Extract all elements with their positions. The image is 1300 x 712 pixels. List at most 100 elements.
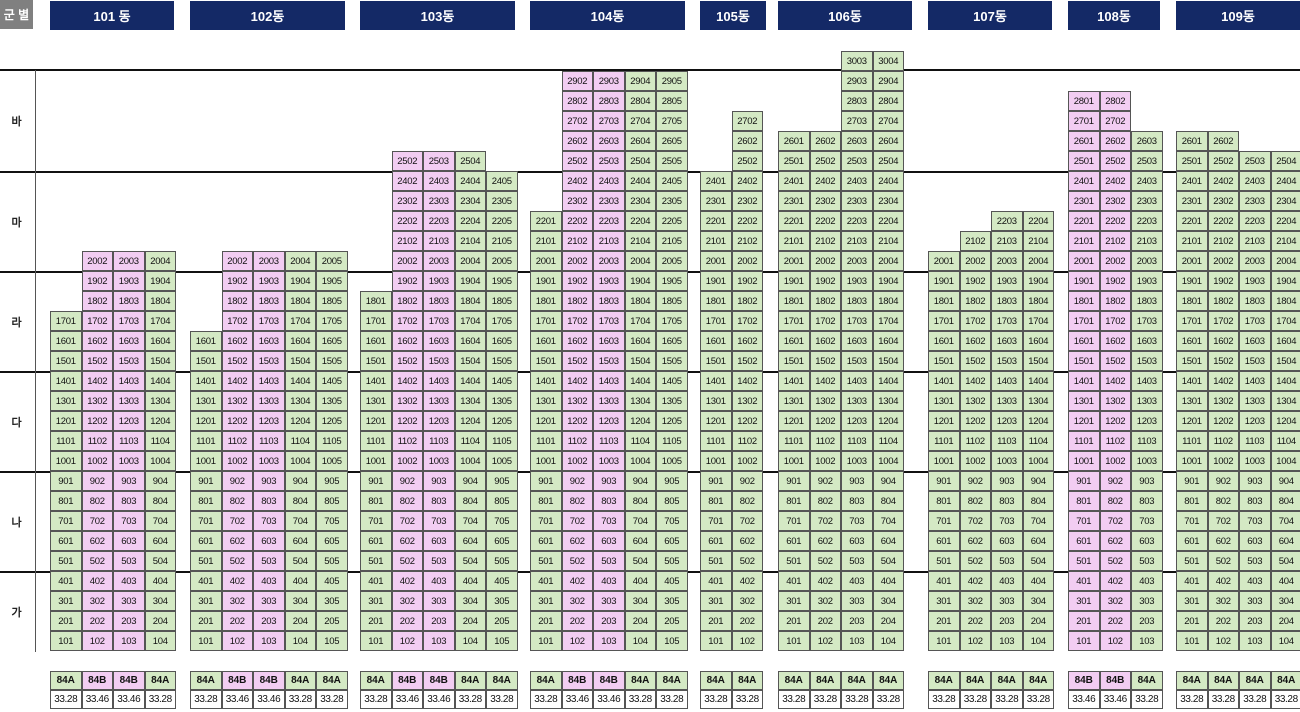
unit-cell: 1002	[959, 451, 991, 471]
unit-cell: 702	[1099, 511, 1131, 531]
unit-cell: 1101	[190, 431, 222, 451]
unit-cell: 1001	[190, 451, 222, 471]
unit-cell: 1501	[530, 351, 562, 371]
unit-cell: 2204	[624, 211, 656, 231]
unit-cell: 2904	[872, 71, 904, 91]
unit-cell: 501	[700, 551, 732, 571]
unit-cell: 2202	[1099, 211, 1131, 231]
unit-cell: 203	[1131, 611, 1163, 631]
unit-cell: 2002	[561, 251, 593, 271]
unit-cell: 2204	[1022, 211, 1054, 231]
unit-cell: 1205	[486, 411, 518, 431]
unit-cell: 1004	[1270, 451, 1300, 471]
unit-cell: 1803	[593, 291, 625, 311]
unit-cell: 901	[1176, 471, 1208, 491]
group-column-header: 군 별	[0, 0, 33, 29]
unit-cell: 1304	[454, 391, 486, 411]
unit-cell: 403	[991, 571, 1023, 591]
unit-cell: 2504	[624, 151, 656, 171]
unit-cell: 604	[1270, 531, 1300, 551]
unit-cell: 2003	[991, 251, 1023, 271]
unit-cell: 1603	[841, 331, 873, 351]
unit-cell: 601	[530, 531, 562, 551]
unit-cell: 902	[1099, 471, 1131, 491]
unit-cell: 1702	[809, 311, 841, 331]
unit-cell: 2002	[1099, 251, 1131, 271]
unit-cell: 2004	[872, 251, 904, 271]
unit-cell: 302	[81, 591, 113, 611]
unit-cell: 3003	[841, 51, 873, 71]
unit-cell: 1502	[809, 351, 841, 371]
unit-cell: 2104	[624, 231, 656, 251]
unit-cell: 1301	[700, 391, 732, 411]
unit-cell: 404	[144, 571, 176, 591]
unit-cell: 601	[778, 531, 810, 551]
unit-cell: 404	[454, 571, 486, 591]
unit-cell: 1002	[1207, 451, 1239, 471]
unit-cell: 303	[593, 591, 625, 611]
unit-cell: 2201	[1176, 211, 1208, 231]
unit-cell: 2404	[454, 171, 486, 191]
unit-cell: 2301	[1068, 191, 1100, 211]
unit-cell: 2102	[1099, 231, 1131, 251]
unit-type-label: 84A	[656, 671, 688, 690]
unit-cell: 1703	[423, 311, 455, 331]
unit-cell: 2103	[423, 231, 455, 251]
unit-cell: 203	[991, 611, 1023, 631]
unit-cell: 1001	[1068, 451, 1100, 471]
unit-cell: 902	[1207, 471, 1239, 491]
unit-cell: 1002	[81, 451, 113, 471]
unit-cell: 1402	[81, 371, 113, 391]
unit-cell: 2003	[593, 251, 625, 271]
unit-cell: 1404	[872, 371, 904, 391]
unit-area-label: 33.28	[624, 690, 656, 709]
unit-cell: 105	[316, 631, 348, 651]
unit-type-label: 84B	[113, 671, 145, 690]
unit-cell: 1504	[1022, 351, 1054, 371]
unit-cell: 1104	[1022, 431, 1054, 451]
unit-cell: 1204	[872, 411, 904, 431]
unit-cell: 1602	[1207, 331, 1239, 351]
unit-cell: 2403	[423, 171, 455, 191]
unit-cell: 2403	[841, 171, 873, 191]
unit-cell: 2605	[656, 131, 688, 151]
unit-cell: 1802	[561, 291, 593, 311]
unit-cell: 204	[144, 611, 176, 631]
unit-cell: 1402	[1099, 371, 1131, 391]
unit-cell: 2404	[1270, 171, 1300, 191]
unit-cell: 1702	[81, 311, 113, 331]
unit-cell: 1001	[1176, 451, 1208, 471]
unit-cell: 604	[454, 531, 486, 551]
unit-cell: 1102	[731, 431, 763, 451]
unit-cell: 502	[731, 551, 763, 571]
unit-cell: 1302	[221, 391, 253, 411]
unit-cell: 205	[656, 611, 688, 631]
unit-cell: 1501	[1176, 351, 1208, 371]
unit-cell: 1903	[991, 271, 1023, 291]
unit-cell: 103	[423, 631, 455, 651]
unit-cell: 103	[1131, 631, 1163, 651]
unit-cell: 1703	[113, 311, 145, 331]
unit-cell: 903	[841, 471, 873, 491]
unit-cell: 303	[841, 591, 873, 611]
unit-cell: 1202	[809, 411, 841, 431]
unit-cell: 603	[593, 531, 625, 551]
unit-cell: 1805	[486, 291, 518, 311]
unit-cell: 1001	[700, 451, 732, 471]
unit-cell: 1201	[360, 411, 392, 431]
unit-cell: 502	[1099, 551, 1131, 571]
unit-cell: 1304	[1270, 391, 1300, 411]
unit-cell: 1401	[530, 371, 562, 391]
unit-cell: 502	[561, 551, 593, 571]
unit-cell: 105	[656, 631, 688, 651]
unit-cell: 403	[253, 571, 285, 591]
unit-cell: 301	[700, 591, 732, 611]
unit-cell: 1504	[1270, 351, 1300, 371]
unit-cell: 403	[423, 571, 455, 591]
unit-cell: 803	[1131, 491, 1163, 511]
unit-cell: 1904	[872, 271, 904, 291]
unit-cell: 1603	[1131, 331, 1163, 351]
unit-cell: 2405	[656, 171, 688, 191]
unit-cell: 603	[253, 531, 285, 551]
